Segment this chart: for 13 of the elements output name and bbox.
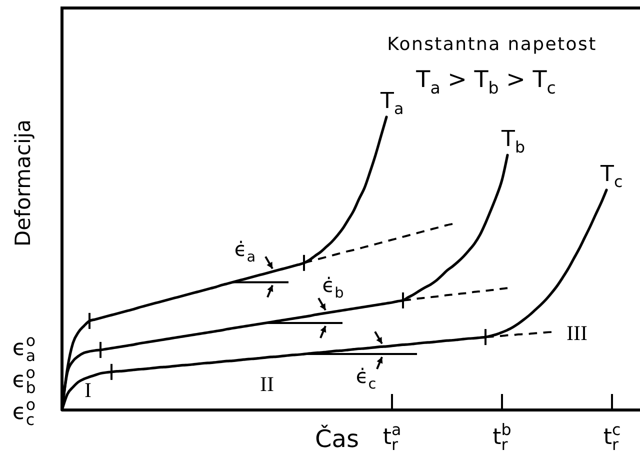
annotation: I: [84, 378, 92, 402]
annotation: II: [260, 372, 274, 396]
chart-title: Konstantna napetost: [387, 34, 597, 55]
annotation: III: [566, 321, 588, 345]
chart-subtitle: T$_{a}$ > T$_{b}$ > T$_{c}$: [415, 67, 556, 98]
annotation: ϵ̇$_{b}$: [322, 273, 344, 302]
annotation: ϵ̇$_{a}$: [234, 237, 256, 266]
series-label: T$_{a}$: [380, 89, 404, 118]
series-label: T$_{c}$: [600, 162, 623, 192]
y-axis-title: Deformacija: [11, 119, 35, 247]
series-label: T$_{b}$: [500, 127, 526, 156]
x-axis-title: Čas: [315, 424, 359, 453]
annotation: ϵ̇$_{c}$: [356, 364, 376, 393]
